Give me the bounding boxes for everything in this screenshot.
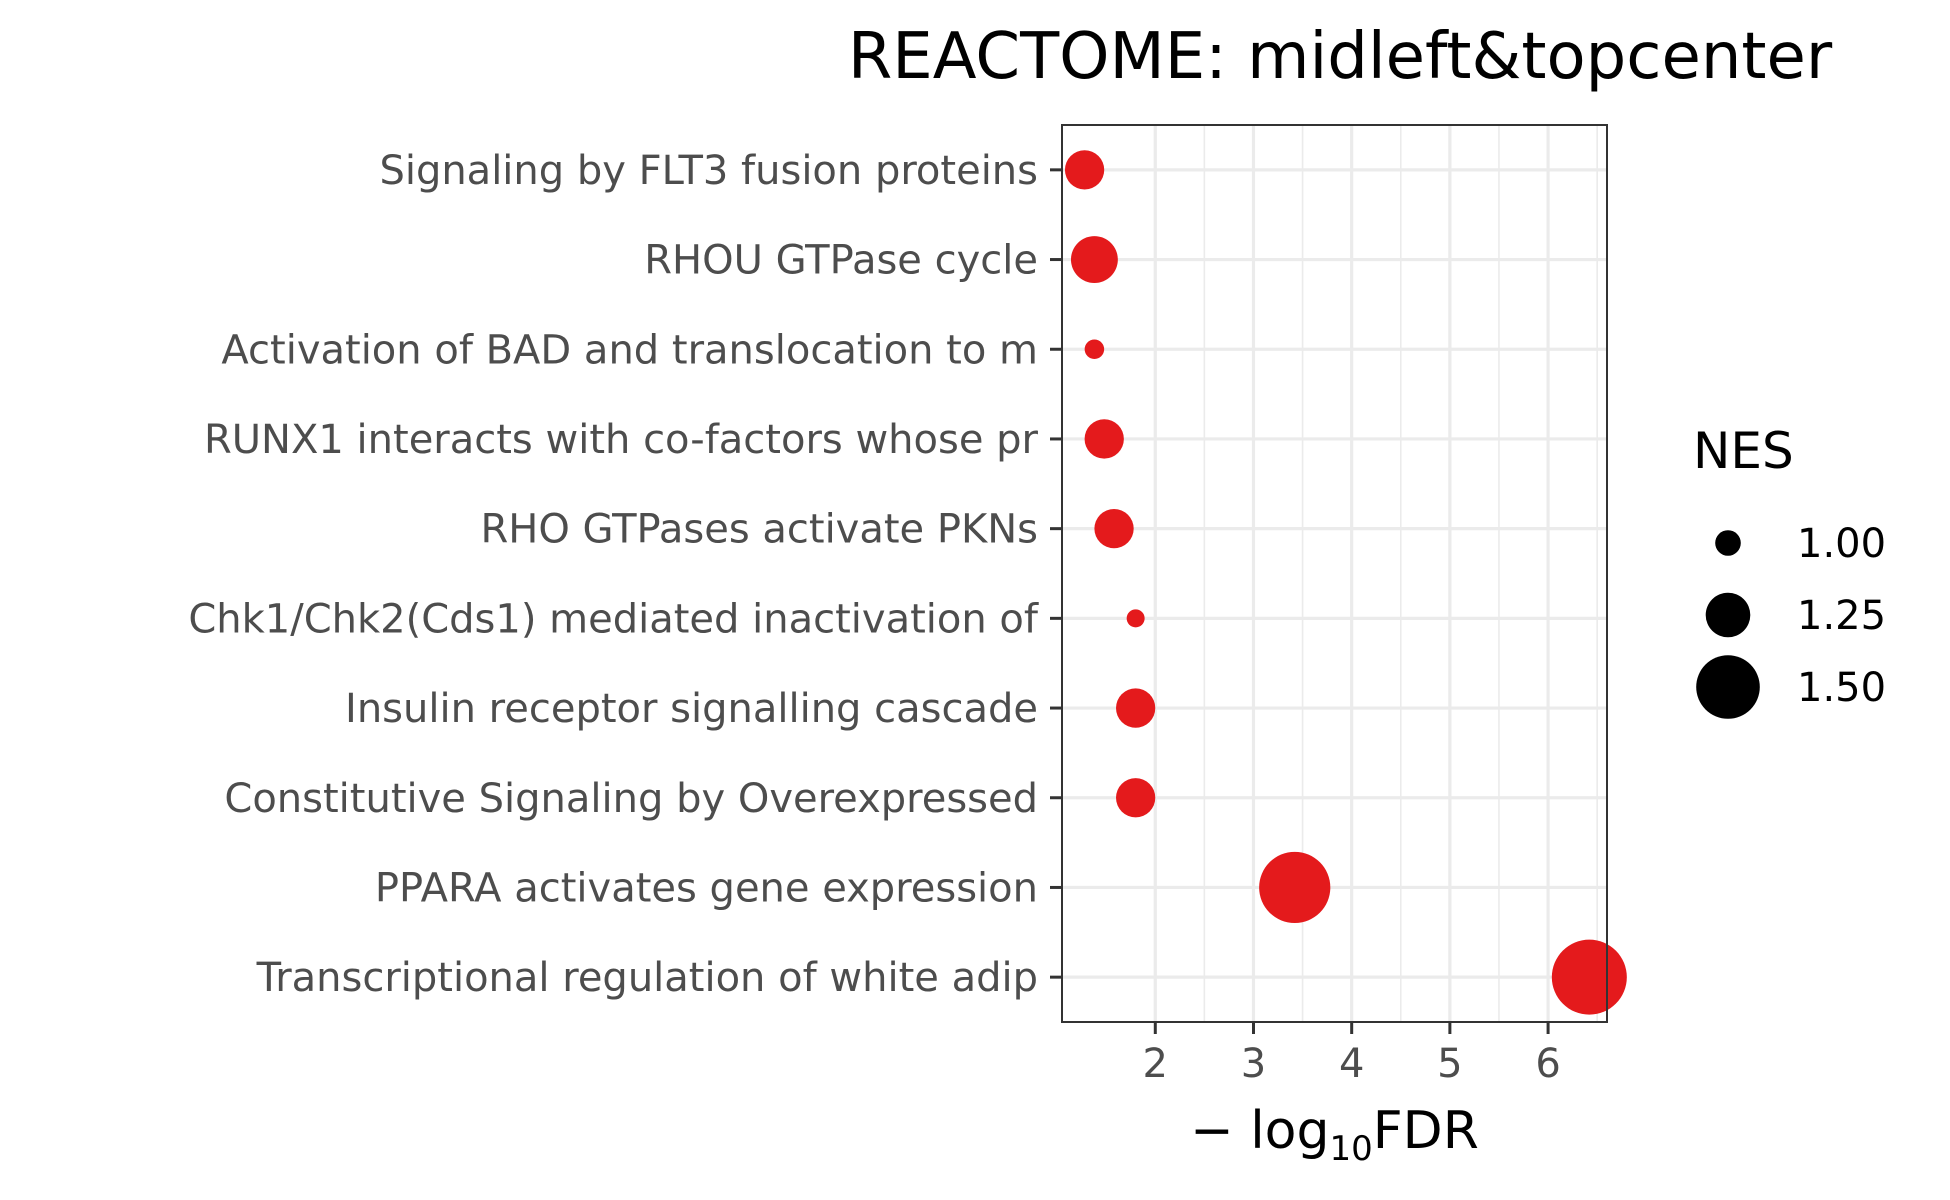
y-tick-label: Insulin receptor signalling cascade xyxy=(345,686,1038,732)
data-point xyxy=(1259,851,1331,924)
x-tick-label: 3 xyxy=(1241,1041,1266,1087)
x-tick-label: 2 xyxy=(1143,1041,1168,1087)
grid xyxy=(1062,125,1607,1022)
legend-label: 1.00 xyxy=(1797,521,1886,567)
legend-label: 1.50 xyxy=(1797,665,1886,711)
y-tick-label: Activation of BAD and translocation to m xyxy=(221,327,1038,373)
x-axis-title-subscript: 10 xyxy=(1330,1129,1373,1169)
data-point xyxy=(1126,609,1145,628)
y-tick-label: Constitutive Signaling by Overexpressed xyxy=(224,776,1038,822)
x-axis-title-prefix: − log xyxy=(1190,1101,1329,1161)
x-axis-title: − log10FDR xyxy=(1190,1101,1479,1169)
y-axis: Signaling by FLT3 fusion proteins RHOU GT… xyxy=(188,148,1062,1001)
data-point xyxy=(1070,236,1118,283)
chart-title: REACTOME: midleft&topcenter xyxy=(848,20,1833,94)
plot-panel-border xyxy=(1061,124,1608,1023)
x-axis: 2 3 4 5 6 xyxy=(1143,1022,1561,1087)
x-tick-label: 4 xyxy=(1339,1041,1364,1087)
y-tick-label: PPARA activates gene expression xyxy=(375,865,1038,911)
legend-key xyxy=(1705,592,1751,638)
y-tick-label: Signaling by FLT3 fusion proteins xyxy=(379,148,1038,194)
data-points xyxy=(1064,150,1627,1015)
y-tick-label: RHOU GTPase cycle xyxy=(644,238,1038,284)
y-tick-label: Chk1/Chk2(Cds1) mediated inactivation of xyxy=(188,596,1039,642)
x-axis-title-suffix: FDR xyxy=(1373,1101,1479,1161)
legend-label: 1.25 xyxy=(1797,593,1886,639)
data-point xyxy=(1116,688,1156,728)
legend-key xyxy=(1715,530,1741,556)
data-point xyxy=(1116,778,1156,818)
y-tick-label: RUNX1 interacts with co-factors whose pr xyxy=(204,417,1039,463)
legend-key xyxy=(1696,655,1760,719)
legend-title: NES xyxy=(1693,422,1794,480)
x-tick-label: 6 xyxy=(1535,1041,1560,1087)
plot-panel xyxy=(1062,125,1607,1022)
data-point xyxy=(1551,939,1627,1015)
data-point xyxy=(1084,339,1105,360)
size-legend: NES 1.00 1.25 1.50 xyxy=(1693,422,1886,719)
data-point xyxy=(1064,150,1105,190)
data-point xyxy=(1094,509,1134,549)
x-tick-label: 5 xyxy=(1437,1041,1462,1087)
data-point xyxy=(1084,419,1124,459)
y-tick-label: RHO GTPases activate PKNs xyxy=(480,507,1038,553)
y-tick-label: Transcriptional regulation of white adip xyxy=(256,955,1038,1001)
